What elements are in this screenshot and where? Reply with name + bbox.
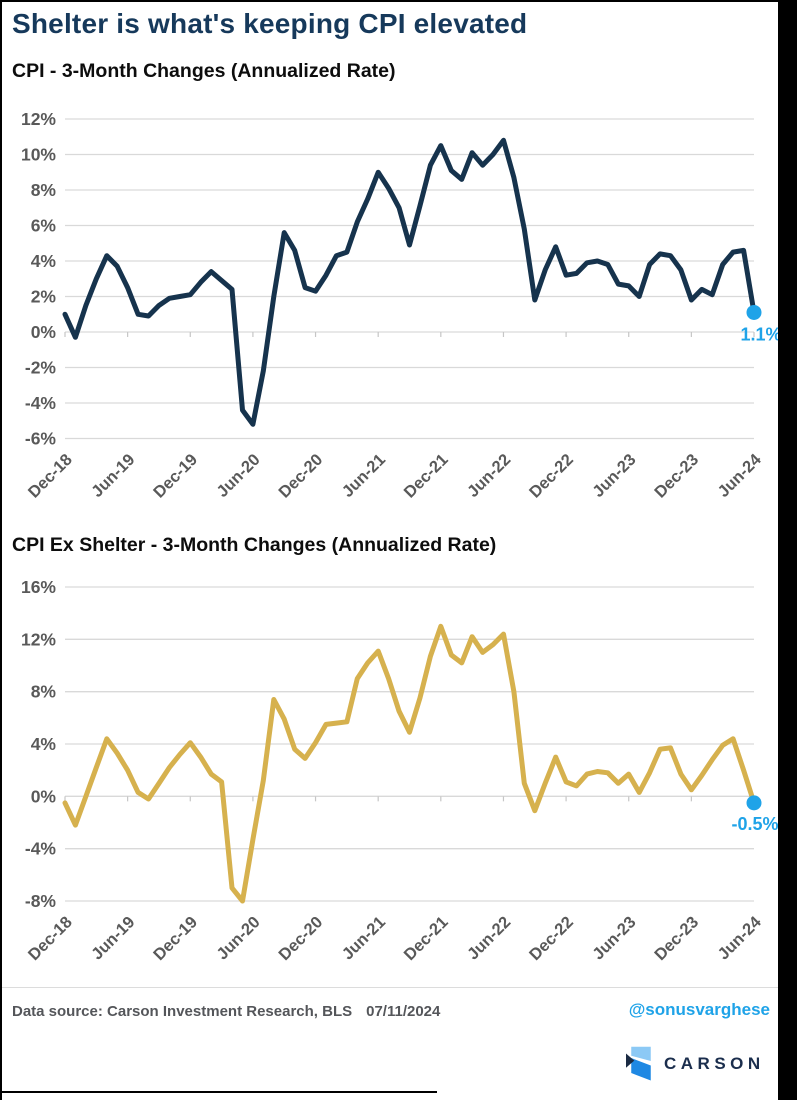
x-axis-label: Dec-19	[150, 451, 201, 502]
x-axis-label: Jun-23	[589, 913, 639, 963]
cpi-line-chart: 12%10%8%6%4%2%0%-2%-4%-6%Dec-18 Jun-19 Dec…	[21, 109, 782, 502]
end-point-label: 1.1%	[740, 324, 781, 344]
x-axis-label: Jun-21	[339, 913, 389, 963]
x-axis-label: Jun-22	[464, 913, 514, 963]
svg-text:8%: 8%	[31, 682, 57, 702]
x-axis-label: Jun-20	[213, 451, 263, 501]
svg-text:-4%: -4%	[25, 393, 57, 413]
x-axis-label: Dec-21	[401, 451, 452, 502]
svg-text:-8%: -8%	[25, 891, 57, 911]
svg-text:0%: 0%	[31, 786, 57, 806]
cpi-ex-shelter-line-chart: 16%12%8%4%0%-4%-8%Dec-18 Jun-19 Dec-19 Jun-…	[21, 577, 779, 964]
x-axis-label: Dec-22	[526, 913, 577, 964]
x-axis-label: Jun-19	[88, 913, 138, 963]
svg-text:8%: 8%	[31, 180, 57, 200]
svg-text:-2%: -2%	[25, 358, 57, 378]
end-point-label: -0.5%	[731, 814, 778, 834]
x-axis-label: Jun-21	[339, 451, 389, 501]
carson-logo-text: CARSON	[664, 1054, 765, 1073]
svg-text:6%: 6%	[31, 216, 57, 236]
svg-text:-4%: -4%	[25, 839, 57, 859]
x-axis-label: Dec-18	[25, 913, 76, 964]
x-axis-label: Jun-24	[714, 450, 765, 501]
bottom-border-line	[2, 1091, 437, 1093]
x-axis-label: Dec-23	[651, 913, 702, 964]
x-axis-label: Jun-24	[714, 913, 765, 964]
x-axis-label: Jun-19	[88, 451, 138, 501]
svg-text:2%: 2%	[31, 287, 57, 307]
svg-text:12%: 12%	[21, 109, 56, 129]
x-axis-label: Jun-22	[464, 451, 514, 501]
x-axis-label: Jun-23	[589, 451, 639, 501]
data-source-date: 07/11/2024	[366, 1003, 441, 1020]
svg-text:16%: 16%	[21, 577, 56, 597]
svg-text:10%: 10%	[21, 145, 56, 165]
x-axis-label: Dec-20	[275, 913, 326, 964]
svg-text:-6%: -6%	[25, 429, 57, 449]
twitter-handle: @sonusvarghese	[628, 1000, 770, 1019]
x-axis-label: Dec-20	[275, 451, 326, 502]
svg-text:12%: 12%	[21, 629, 56, 649]
svg-text:4%: 4%	[31, 734, 57, 754]
x-axis-label: Dec-23	[651, 451, 702, 502]
end-point-marker	[746, 795, 762, 811]
end-point-marker	[746, 304, 762, 320]
x-axis-label: Dec-18	[25, 451, 76, 502]
right-black-bar	[778, 2, 797, 1100]
data-source-text: Data source: Carson Investment Research,…	[12, 1003, 440, 1020]
carson-chevron-icon	[626, 1046, 651, 1081]
svg-text:0%: 0%	[31, 322, 57, 342]
page-title: Shelter is what's keeping CPI elevated	[12, 8, 528, 39]
footer-divider	[2, 987, 780, 988]
cpi-ex-shelter-chart-title: CPI Ex Shelter - 3-Month Changes (Annual…	[12, 534, 497, 556]
cpi-chart-title: CPI - 3-Month Changes (Annualized Rate)	[12, 60, 396, 82]
data-source-label: Data source: Carson Investment Research,…	[12, 1003, 353, 1020]
x-axis-label: Dec-21	[401, 913, 452, 964]
x-axis-label: Dec-22	[526, 451, 577, 502]
x-axis-label: Jun-20	[213, 913, 263, 963]
carson-logo: CARSON	[623, 1042, 765, 1086]
svg-text:4%: 4%	[31, 251, 57, 271]
x-axis-label: Dec-19	[150, 913, 201, 964]
